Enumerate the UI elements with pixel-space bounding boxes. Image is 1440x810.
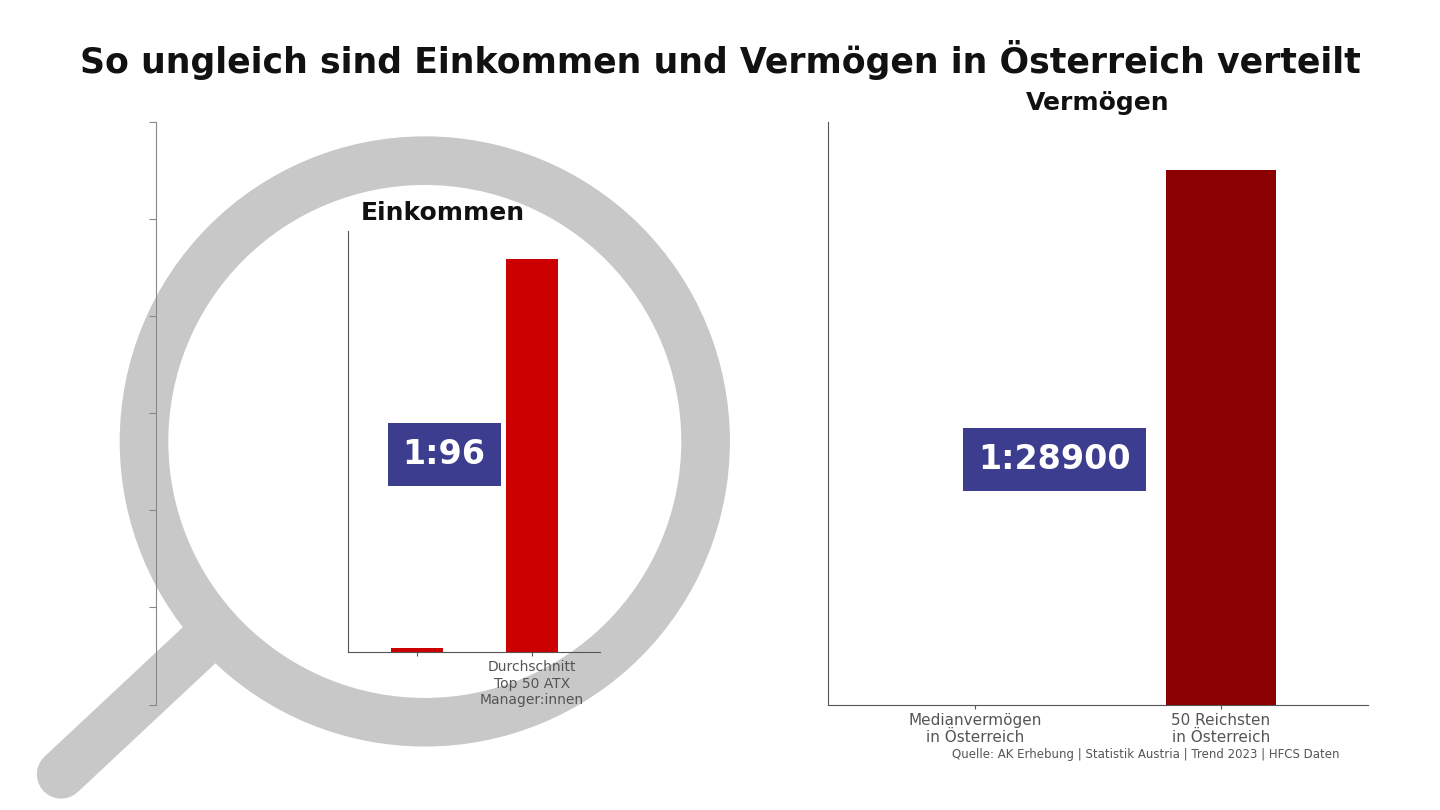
Text: Quelle: AK Erhebung | Statistik Austria | Trend 2023 | HFCS Daten: Quelle: AK Erhebung | Statistik Austria … [952, 748, 1339, 761]
Text: 1:28900: 1:28900 [979, 443, 1130, 476]
Bar [392, 648, 444, 652]
Text: 1:96: 1:96 [403, 437, 485, 471]
Title: Vermögen: Vermögen [1027, 92, 1169, 115]
Bar [1165, 169, 1276, 705]
Bar [505, 259, 557, 652]
Text: So ungleich sind Einkommen und Vermögen in Österreich verteilt: So ungleich sind Einkommen und Vermögen … [79, 40, 1361, 80]
Text: Einkommen: Einkommen [361, 201, 526, 224]
